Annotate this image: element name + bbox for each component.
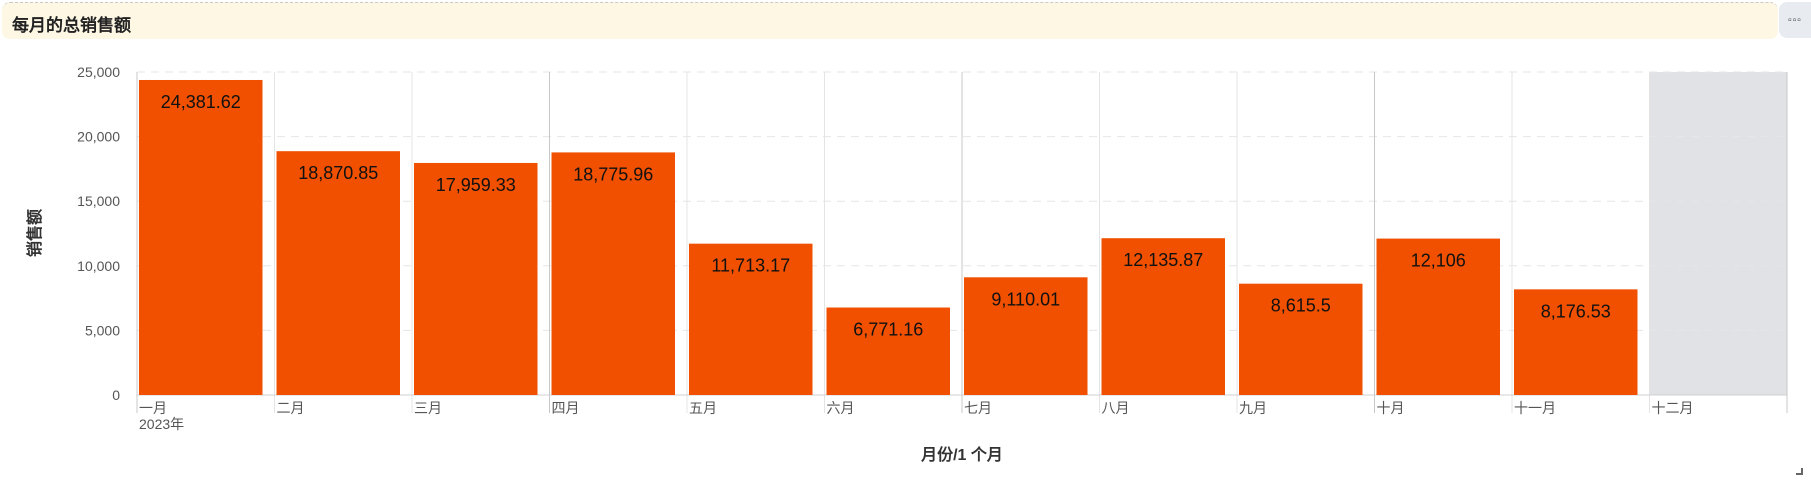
bar-value-label: 11,713.17 [711,256,790,276]
y-tick-label: 10,000 [77,258,120,274]
x-year-label: 2023年 [139,416,184,432]
bar-value-label: 24,381.62 [161,92,241,112]
x-tick-label: 九月 [1239,400,1267,416]
empty-month-band [1649,72,1787,395]
y-tick-label: 25,000 [77,64,120,80]
bar-value-label: 6,771.16 [853,320,923,340]
bar [551,152,675,395]
x-tick-label: 十一月 [1514,400,1556,416]
bar [826,307,950,395]
x-axis-title: 月份/1 个月 [920,445,1003,464]
y-tick-label: 5,000 [85,322,120,338]
more-icon[interactable]: ▫▫▫ [1779,2,1811,38]
bar-value-label: 18,775.96 [573,164,653,184]
x-tick-label: 三月 [414,400,442,416]
bar [414,162,538,395]
bar-value-label: 17,959.33 [436,175,516,195]
x-tick-label: 七月 [964,400,992,416]
bar [1514,289,1638,395]
bar-value-label: 12,135.87 [1123,250,1203,270]
panel-header: 每月的总销售额 [2,2,1778,39]
x-tick-label: 十月 [1377,400,1405,416]
x-tick-label: 十二月 [1652,400,1694,416]
x-tick-label: 一月 [139,400,167,416]
bar-value-label: 18,870.85 [298,163,378,183]
x-tick-label: 八月 [1102,400,1130,416]
bar-value-label: 8,615.5 [1271,296,1331,316]
bar [276,151,400,395]
y-tick-label: 15,000 [77,193,120,209]
bar [1239,283,1363,395]
bar-value-label: 8,176.53 [1541,301,1611,321]
bar [1101,238,1225,395]
y-tick-label: 20,000 [77,129,120,145]
x-tick-label: 六月 [827,400,855,416]
x-tick-label: 四月 [552,400,580,416]
panel-title: 每月的总销售额 [12,16,131,35]
x-tick-label: 五月 [689,400,717,416]
bar-value-label: 9,110.01 [991,289,1060,309]
resize-handle-icon[interactable] [1796,468,1803,475]
bar-value-label: 12,106 [1411,251,1466,271]
bar [139,79,263,395]
bar [964,277,1088,395]
bar [1376,238,1500,395]
bar [689,243,813,395]
y-axis-title: 销售额 [25,209,44,257]
x-tick-label: 二月 [277,400,305,416]
y-tick-label: 0 [112,387,120,403]
